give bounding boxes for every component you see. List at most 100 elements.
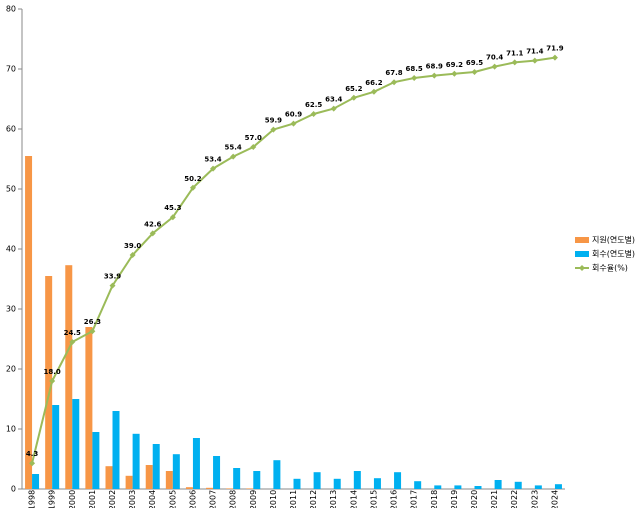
data-label: 68.9 — [426, 63, 443, 71]
x-tick-label: 2012 — [309, 490, 318, 508]
bar — [45, 276, 53, 489]
marker — [89, 328, 96, 335]
x-tick-label: 2019 — [450, 490, 459, 508]
marker — [350, 94, 357, 101]
y-tick-label: 50 — [6, 185, 16, 194]
x-tick-label: 2020 — [470, 490, 479, 508]
y-tick-label: 20 — [6, 365, 16, 374]
bar — [192, 438, 200, 489]
x-tick-label: 2013 — [329, 490, 338, 508]
bar — [206, 487, 214, 489]
data-label: 57.0 — [245, 134, 262, 142]
marker — [129, 252, 136, 258]
marker — [491, 63, 498, 70]
bar — [52, 405, 60, 489]
data-label: 60.9 — [285, 111, 302, 119]
bar — [534, 485, 542, 489]
y-tick-label: 10 — [6, 425, 16, 434]
x-tick-label: 2024 — [550, 490, 559, 508]
bar — [474, 486, 482, 489]
data-label: 66.2 — [365, 79, 382, 87]
bar — [233, 468, 241, 489]
marker — [551, 54, 558, 61]
marker — [29, 460, 36, 467]
data-label: 55.4 — [225, 144, 242, 152]
data-label: 62.5 — [305, 101, 322, 109]
bar — [333, 478, 341, 489]
x-tick-label: 2016 — [390, 490, 399, 508]
bar — [85, 327, 93, 489]
data-label: 39.0 — [124, 242, 141, 250]
data-label: 53.4 — [204, 156, 221, 164]
bar — [253, 471, 261, 489]
marker — [149, 230, 156, 237]
data-label: 69.5 — [466, 59, 483, 67]
data-label: 24.5 — [64, 329, 81, 337]
bar — [353, 471, 361, 489]
marker — [511, 59, 518, 66]
bar — [434, 485, 442, 489]
y-tick-label: 70 — [6, 65, 16, 74]
marker — [431, 72, 438, 79]
bar — [514, 481, 522, 489]
legend-swatch — [575, 251, 589, 257]
bar — [246, 488, 254, 489]
marker — [250, 144, 257, 150]
data-label: 33.9 — [104, 273, 121, 281]
bar — [273, 460, 281, 489]
bar — [213, 456, 221, 489]
y-tick-label: 40 — [6, 245, 16, 254]
marker — [370, 88, 377, 95]
bar — [172, 454, 180, 489]
bar — [105, 466, 113, 489]
y-tick-label: 80 — [6, 5, 16, 14]
x-tick-label: 2023 — [530, 490, 539, 508]
x-tick-label: 1998 — [28, 490, 37, 508]
marker — [270, 126, 277, 133]
bar — [494, 480, 502, 489]
marker — [49, 378, 56, 384]
marker — [109, 282, 116, 289]
marker — [230, 153, 237, 160]
x-tick-label: 2014 — [349, 490, 358, 508]
x-tick-label: 2008 — [229, 490, 238, 508]
bar — [226, 488, 234, 489]
x-tick-label: 2018 — [430, 490, 439, 508]
x-tick-label: 1999 — [48, 490, 57, 508]
data-label: 68.5 — [406, 65, 423, 73]
marker — [451, 70, 458, 77]
x-tick-label: 2003 — [128, 490, 137, 508]
bar — [313, 472, 321, 489]
data-label: 45.3 — [164, 204, 181, 212]
data-label: 59.9 — [265, 117, 282, 125]
x-tick-label: 2009 — [249, 490, 258, 508]
bar — [293, 478, 301, 489]
bar — [25, 156, 33, 489]
x-tick-label: 2004 — [148, 490, 157, 508]
data-label: 70.4 — [486, 54, 503, 62]
x-tick-label: 2010 — [269, 490, 278, 508]
legend-label: 회수율(%) — [592, 264, 628, 273]
x-tick-label: 2005 — [168, 490, 177, 508]
data-label: 65.2 — [345, 85, 362, 93]
data-label: 26.3 — [84, 318, 101, 326]
data-label: 71.9 — [546, 45, 563, 53]
data-label: 18.0 — [44, 368, 61, 376]
x-tick-label: 2006 — [188, 490, 197, 508]
data-label: 42.6 — [144, 220, 161, 228]
bar — [72, 399, 80, 489]
bar — [414, 481, 422, 489]
x-tick-label: 2015 — [369, 490, 378, 508]
x-tick-label: 2022 — [510, 490, 519, 508]
legend-swatch — [579, 265, 585, 271]
marker — [531, 57, 538, 64]
x-tick-label: 2001 — [88, 490, 97, 508]
marker — [290, 120, 297, 127]
bar — [554, 484, 562, 489]
bar — [145, 465, 153, 489]
legend-label: 회수(연도별) — [592, 249, 635, 259]
x-tick-label: 2021 — [490, 490, 499, 508]
marker — [330, 105, 337, 112]
y-tick-label: 30 — [6, 305, 16, 314]
